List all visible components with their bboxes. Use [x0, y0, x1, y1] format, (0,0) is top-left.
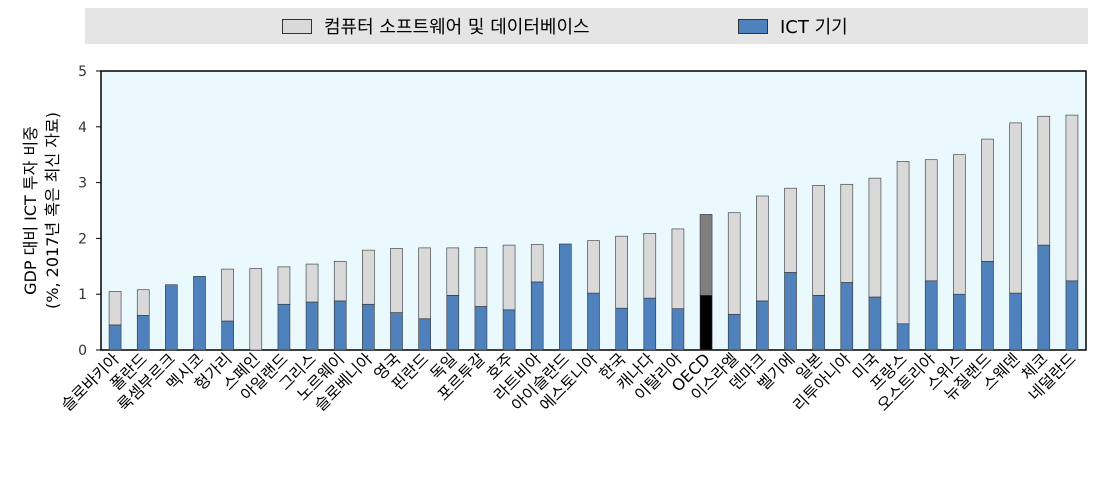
bar-software-일본	[812, 185, 825, 296]
bar-ict-영국	[390, 312, 403, 351]
bar-ict-이탈리아	[671, 308, 685, 351]
bars	[108, 114, 1079, 351]
bar-ict-체코	[1037, 244, 1051, 351]
bar-software-핀란드	[418, 247, 431, 320]
bar-software-벨기에	[784, 187, 797, 273]
bar-ict-스웨덴	[1009, 292, 1022, 351]
y-axis-label-line2: (%, 2017년 혹은 최신 자료)	[43, 112, 62, 309]
y-tick-label: 5	[78, 64, 87, 80]
bar-software-OECD	[699, 214, 713, 296]
bar-ict-포르투갈	[474, 306, 488, 351]
y-axis-title: GDP 대비 ICT 투자 비중 (%, 2017년 혹은 최신 자료)	[21, 112, 62, 309]
bar-software-스페인	[249, 268, 263, 351]
bar-ict-슬로베니아	[362, 303, 375, 351]
bar-software-이탈리아	[671, 228, 685, 310]
bar-ict-캐나다	[643, 297, 657, 351]
bar-ict-에스토니아	[587, 292, 600, 351]
bar-ict-라트비아	[530, 281, 544, 351]
legend: 컴퓨터 소프트웨어 및 데이터베이스 ICT 기기	[85, 8, 1088, 44]
bar-software-슬로베니아	[362, 249, 375, 305]
bar-ict-핀란드	[418, 318, 431, 351]
legend-label-ict: ICT 기기	[780, 17, 848, 38]
bar-software-독일	[446, 247, 460, 296]
bar-ict-이스라엘	[727, 313, 741, 351]
bar-ict-스위스	[953, 293, 966, 351]
y-tick-label: 4	[78, 120, 87, 136]
bar-ict-네덜란드	[1065, 280, 1079, 351]
bar-ict-룩셈부르크	[165, 284, 178, 351]
bar-ict-아이슬란드	[559, 243, 572, 351]
bar-software-호주	[502, 244, 516, 311]
bar-ict-노르웨이	[333, 300, 347, 351]
bar-software-캐나다	[643, 233, 657, 299]
bar-software-영국	[390, 248, 403, 313]
legend-swatch-ict	[738, 18, 768, 34]
bar-ict-오스트리아	[924, 280, 938, 351]
bar-software-네덜란드	[1065, 114, 1079, 282]
bar-ict-헝가리	[221, 320, 234, 351]
bar-software-노르웨이	[333, 260, 347, 302]
bar-software-포르투갈	[474, 247, 488, 307]
bar-ict-호주	[502, 309, 516, 351]
bar-software-헝가리	[221, 268, 234, 322]
y-tick-label: 0	[78, 343, 87, 359]
bar-software-그리스	[305, 263, 319, 303]
bar-software-스위스	[953, 154, 966, 295]
bar-software-뉴질랜드	[981, 138, 994, 262]
bar-ict-뉴질랜드	[981, 260, 994, 351]
y-axis: 0 1 2 3 4 5	[78, 64, 101, 359]
y-tick-label: 1	[78, 287, 87, 303]
bar-ict-일본	[812, 295, 825, 351]
y-tick-label: 2	[78, 231, 87, 247]
bar-ict-리투아니아	[840, 282, 854, 351]
bar-ict-OECD	[699, 295, 713, 351]
bar-software-미국	[868, 177, 882, 298]
legend-item-software: 컴퓨터 소프트웨어 및 데이터베이스	[282, 8, 590, 44]
bar-software-한국	[615, 235, 628, 309]
y-axis-label-line1: GDP 대비 ICT 투자 비중	[21, 126, 40, 295]
bar-software-체코	[1037, 115, 1051, 246]
legend-item-ict: ICT 기기	[738, 8, 848, 44]
bar-ict-프랑스	[896, 323, 910, 351]
bar-ict-그리스	[305, 301, 319, 351]
bar-software-아일랜드	[277, 266, 291, 305]
bar-ict-한국	[615, 307, 628, 351]
y-tick-label: 3	[78, 176, 87, 192]
bar-software-슬로바키아	[108, 291, 122, 326]
x-axis: 슬로바키아폴란드룩셈부르크멕시코헝가리스페인아일랜드그리스노르웨이슬로베니아영국…	[57, 349, 1079, 415]
bar-ict-미국	[868, 296, 882, 351]
bar-ict-독일	[446, 295, 460, 351]
bar-software-이스라엘	[727, 212, 741, 315]
bar-ict-폴란드	[136, 315, 150, 351]
bar-ict-덴마크	[756, 300, 769, 351]
legend-label-software: 컴퓨터 소프트웨어 및 데이터베이스	[324, 17, 590, 38]
legend-swatch-software	[282, 18, 312, 34]
bar-software-스웨덴	[1009, 122, 1022, 294]
bar-software-오스트리아	[924, 159, 938, 282]
bar-ict-벨기에	[784, 272, 797, 351]
bar-ict-멕시코	[193, 276, 206, 351]
bar-ict-슬로바키아	[108, 324, 122, 351]
bar-software-프랑스	[896, 161, 910, 325]
bar-ict-아일랜드	[277, 303, 291, 351]
bar-software-덴마크	[756, 195, 769, 302]
bar-software-라트비아	[530, 244, 544, 283]
bar-software-폴란드	[136, 289, 150, 316]
bar-software-리투아니아	[840, 183, 854, 283]
bar-software-에스토니아	[587, 240, 600, 294]
